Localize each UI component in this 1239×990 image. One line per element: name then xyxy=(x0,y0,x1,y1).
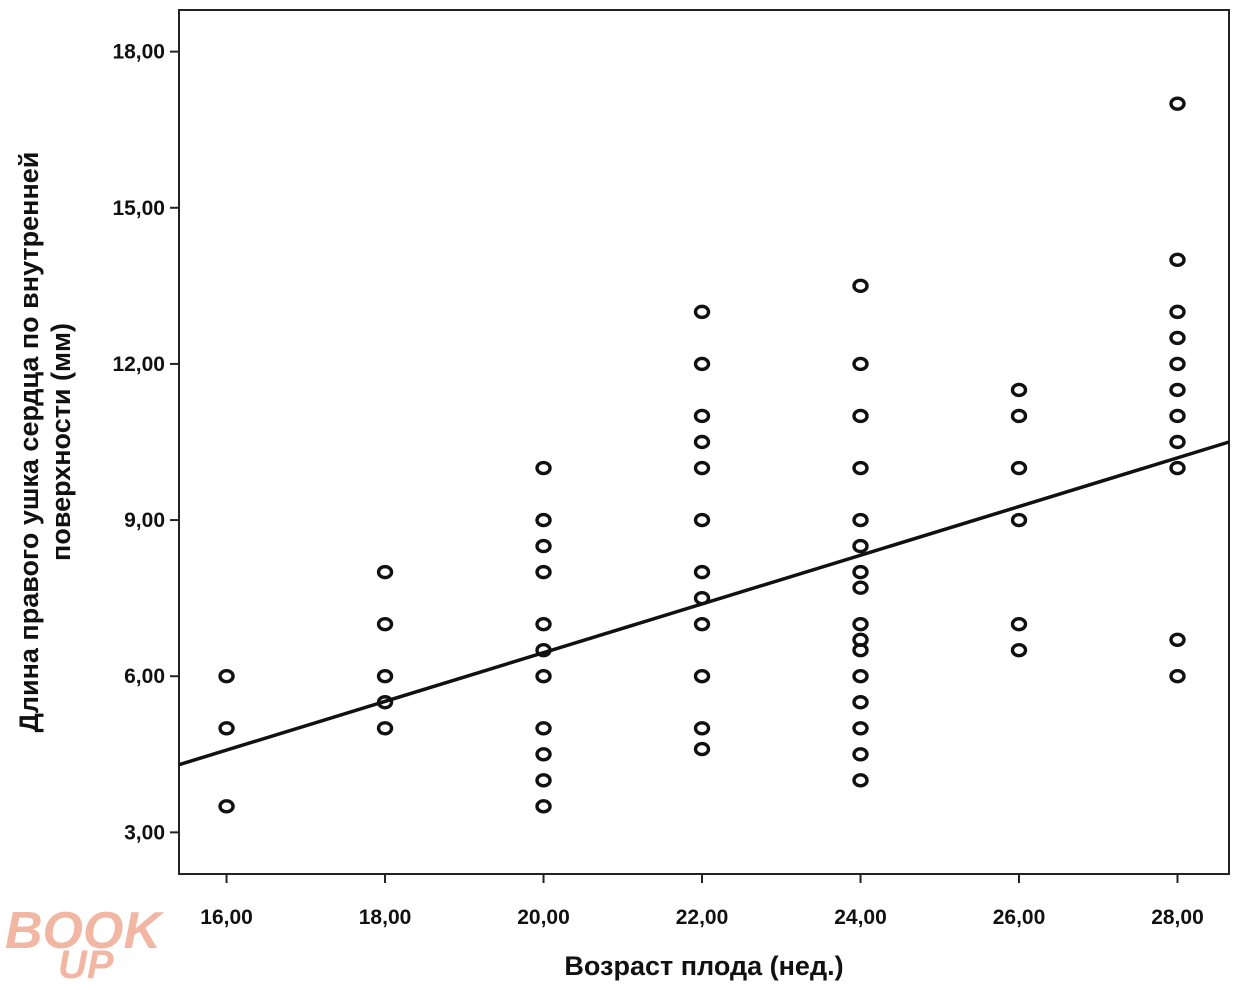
x-tick-label: 22,00 xyxy=(676,906,729,929)
data-point xyxy=(693,434,711,450)
data-point xyxy=(376,564,394,580)
data-point xyxy=(852,580,869,595)
data-point xyxy=(535,538,552,554)
data-point xyxy=(1169,356,1186,372)
data-point xyxy=(535,512,552,528)
data-point xyxy=(535,669,552,684)
data-point xyxy=(693,616,711,632)
logo-line-book: BOOK xyxy=(5,902,164,960)
data-point xyxy=(852,278,869,294)
data-point xyxy=(218,721,235,736)
data-point xyxy=(376,721,394,736)
data-point xyxy=(535,773,552,788)
data-point xyxy=(1169,252,1186,268)
y-tick-label: 6,00 xyxy=(124,665,165,688)
y-tick-label: 3,00 xyxy=(124,821,165,844)
data-point xyxy=(852,538,869,554)
data-point xyxy=(852,356,869,372)
x-tick-label: 24,00 xyxy=(834,906,887,929)
data-point xyxy=(218,669,235,684)
data-point xyxy=(852,721,869,736)
data-point xyxy=(693,564,711,580)
data-point xyxy=(1169,408,1186,424)
y-tick-label: 18,00 xyxy=(112,41,165,64)
data-point xyxy=(218,799,235,814)
data-point xyxy=(693,590,711,606)
x-tick-label: 18,00 xyxy=(359,906,412,929)
data-point xyxy=(852,460,869,476)
data-point xyxy=(535,799,552,814)
data-point xyxy=(1010,642,1028,658)
data-point xyxy=(852,747,869,762)
y-axis: 3,00 6,00 9,00 12,00 15,00 18,00 xyxy=(112,41,179,844)
x-axis: 16,00 18,00 20,00 22,00 24,00 26,00 28,00 xyxy=(200,874,1204,929)
x-tick-label: 26,00 xyxy=(993,906,1046,929)
y-tick-label: 15,00 xyxy=(112,197,165,220)
data-point xyxy=(535,721,552,736)
data-point xyxy=(693,356,711,372)
data-point xyxy=(1169,382,1186,398)
data-point xyxy=(376,695,394,710)
data-point xyxy=(852,512,869,528)
data-point xyxy=(693,460,711,476)
y-axis-title-line2: поверхности (мм) xyxy=(46,323,76,561)
data-point xyxy=(1169,434,1186,450)
y-tick-label: 9,00 xyxy=(124,509,165,532)
data-point xyxy=(852,616,869,632)
data-point xyxy=(376,669,394,684)
data-point xyxy=(535,616,552,632)
data-point xyxy=(1169,632,1186,647)
x-tick-label: 28,00 xyxy=(1151,906,1204,929)
data-point xyxy=(1010,512,1028,528)
data-point xyxy=(1169,96,1186,111)
data-point xyxy=(693,669,711,684)
data-point xyxy=(1169,304,1186,320)
data-point xyxy=(852,642,869,658)
bookup-logo: BOOK UP xyxy=(5,902,164,987)
data-point xyxy=(693,721,711,736)
data-point xyxy=(1010,382,1028,398)
data-point xyxy=(693,304,711,320)
data-point xyxy=(1010,460,1028,476)
data-point xyxy=(376,616,394,632)
data-point xyxy=(535,564,552,580)
data-point xyxy=(1010,616,1028,632)
data-point xyxy=(852,695,869,710)
y-tick-label: 12,00 xyxy=(112,353,165,376)
logo-line-up: UP xyxy=(58,943,114,987)
x-tick-label: 20,00 xyxy=(517,906,570,929)
data-point xyxy=(852,773,869,788)
data-point xyxy=(852,669,869,684)
x-tick-label: 16,00 xyxy=(200,906,253,929)
data-point xyxy=(535,747,552,762)
y-axis-title: Длина правого ушка сердца по внутренней … xyxy=(14,152,76,733)
x-axis-title: Возраст плода (нед.) xyxy=(564,951,843,981)
data-point xyxy=(852,564,869,580)
data-point xyxy=(535,460,552,476)
data-points xyxy=(218,96,1186,814)
data-point xyxy=(535,642,552,658)
data-point xyxy=(852,408,869,424)
data-point xyxy=(1169,460,1186,476)
data-point xyxy=(693,741,711,757)
data-point xyxy=(693,512,711,528)
data-point xyxy=(1010,408,1028,424)
data-point xyxy=(1169,669,1186,684)
y-axis-title-line1: Длина правого ушка сердца по внутренней xyxy=(14,152,44,733)
data-point xyxy=(693,408,711,424)
data-point xyxy=(1169,330,1186,346)
